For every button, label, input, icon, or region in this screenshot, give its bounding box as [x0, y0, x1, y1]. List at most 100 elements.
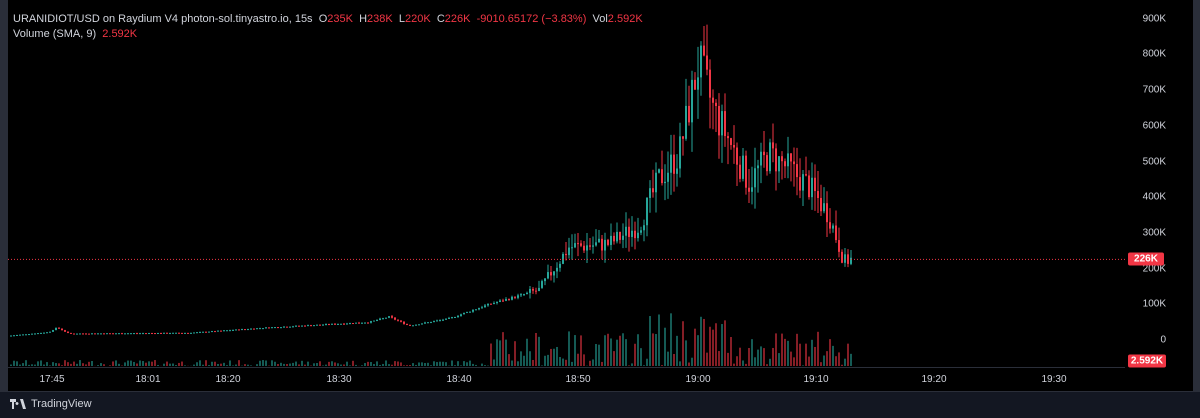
volume-label: Vol — [593, 13, 608, 25]
candle-body — [235, 329, 237, 330]
candle-body — [85, 334, 87, 335]
candle-body — [37, 333, 39, 334]
price-chart[interactable] — [8, 8, 1125, 367]
volume-bar — [718, 351, 720, 366]
candle-body — [580, 243, 582, 245]
candle-body — [352, 323, 354, 324]
volume-bar — [265, 361, 267, 366]
volume-bar — [748, 348, 750, 366]
candle-body — [271, 327, 273, 328]
volume-bar — [13, 361, 15, 366]
volume-bar — [226, 365, 228, 366]
candle-body — [52, 330, 54, 332]
candle-body — [439, 320, 441, 321]
volume-bar — [661, 365, 663, 366]
legend-volume-row: Volume (SMA, 9) 2.592K — [13, 27, 643, 42]
volume-bar — [826, 351, 828, 366]
candle-body — [226, 330, 228, 331]
candle-body — [571, 247, 573, 248]
plot-area[interactable] — [8, 8, 1125, 367]
volume-bar — [313, 363, 315, 366]
candle-body — [649, 188, 651, 198]
candle-body — [145, 333, 147, 334]
volume-bar — [376, 361, 378, 366]
volume-bar — [727, 353, 729, 366]
volume-bar — [823, 355, 825, 366]
volume-bar — [73, 362, 75, 366]
volume-bar — [184, 365, 186, 366]
volume-bar — [550, 349, 552, 366]
time-tick-label: 18:40 — [446, 374, 471, 385]
candle-body — [127, 333, 129, 334]
candle-body — [310, 325, 312, 326]
volume-bar — [460, 365, 462, 366]
candle-body — [265, 327, 267, 328]
candle-body — [313, 325, 315, 326]
volume-bar — [271, 360, 273, 366]
volume-bar — [88, 362, 90, 366]
candle-body — [745, 156, 747, 188]
volume-bar — [502, 332, 504, 366]
last-price-tag: 226K — [1128, 253, 1164, 266]
candle-body — [526, 293, 528, 294]
candle-body — [496, 302, 498, 303]
candle-body — [484, 305, 486, 307]
candle-body — [790, 153, 792, 161]
candle-body — [730, 138, 732, 145]
candle-body — [298, 326, 300, 327]
volume-bar — [289, 364, 291, 366]
candle-body — [736, 148, 738, 165]
volume-bar — [493, 359, 495, 366]
volume-bar — [820, 362, 822, 366]
candle-body — [307, 325, 309, 326]
tradingview-brand[interactable]: TradingView — [10, 398, 92, 410]
candle-body — [613, 236, 615, 241]
candle-body — [103, 333, 105, 334]
candle-body — [691, 80, 693, 122]
candle-body — [112, 333, 114, 334]
volume-bar — [631, 363, 633, 366]
candle-body — [277, 327, 279, 328]
candle-body — [727, 136, 729, 138]
volume-bar — [757, 350, 759, 366]
candle-body — [175, 333, 177, 334]
volume-bar — [784, 339, 786, 366]
candle-body — [343, 324, 345, 325]
volume-bar — [169, 364, 171, 366]
volume-bar — [421, 362, 423, 366]
volume-bar — [646, 359, 648, 366]
candle-body — [511, 297, 513, 300]
candle-body — [121, 333, 123, 334]
candle-body — [295, 326, 297, 327]
price-tick-label: 400K — [1143, 192, 1166, 203]
candle-body — [202, 332, 204, 333]
candle-body — [529, 289, 531, 293]
volume-study-title[interactable]: Volume (SMA, 9) — [13, 28, 96, 40]
volume-bar — [664, 328, 666, 366]
price-tick-label: 700K — [1143, 85, 1166, 96]
volume-bar — [574, 335, 576, 366]
candle-body — [151, 333, 153, 334]
candle-body — [817, 191, 819, 198]
time-tick-label: 19:20 — [921, 374, 946, 385]
volume-bar — [31, 364, 33, 366]
volume-bar — [331, 361, 333, 366]
volume-bar — [61, 365, 63, 366]
volume-bar — [97, 365, 99, 366]
volume-bar — [385, 360, 387, 366]
candle-body — [604, 240, 606, 251]
high-value: 238K — [367, 13, 393, 25]
volume-bar — [838, 352, 840, 366]
candle-body — [463, 313, 465, 314]
candle-body — [409, 325, 411, 326]
volume-bar — [763, 348, 765, 366]
volume-bar — [481, 364, 483, 366]
candle-body — [385, 318, 387, 319]
candle-body — [607, 240, 609, 245]
candle-body — [751, 187, 753, 191]
symbol-title[interactable]: URANIDIOT/USD on Raydium V4 photon-sol.t… — [13, 13, 313, 25]
candle-body — [628, 227, 630, 237]
time-tick-label: 18:20 — [215, 374, 240, 385]
